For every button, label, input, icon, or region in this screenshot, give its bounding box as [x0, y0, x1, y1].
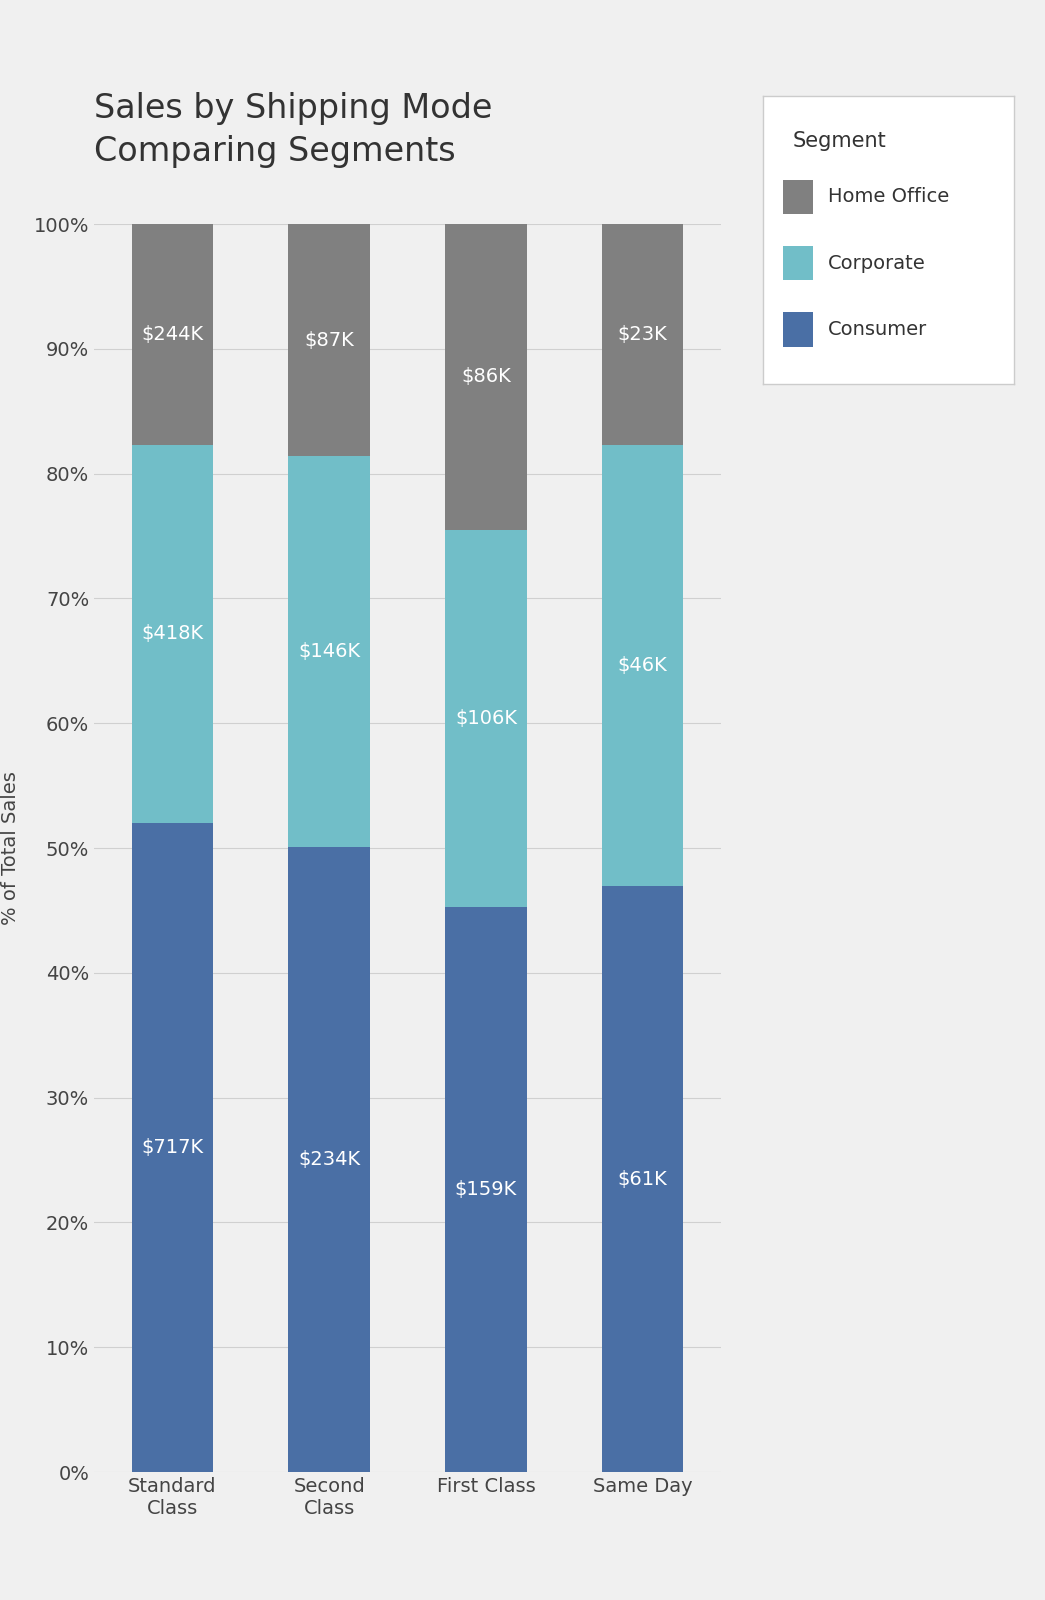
Y-axis label: % of Total Sales: % of Total Sales — [1, 771, 20, 925]
Bar — [288, 456, 370, 846]
Text: $46K: $46K — [618, 656, 668, 675]
Text: $87K: $87K — [304, 331, 354, 350]
FancyBboxPatch shape — [783, 312, 813, 347]
Text: Consumer: Consumer — [828, 320, 927, 339]
Bar — [445, 530, 527, 907]
Bar — [445, 907, 527, 1472]
Bar — [288, 224, 370, 456]
Bar — [445, 224, 527, 530]
Text: Corporate: Corporate — [828, 253, 926, 272]
Bar — [132, 445, 213, 822]
Text: $86K: $86K — [461, 368, 511, 386]
Bar — [602, 224, 683, 445]
Text: $23K: $23K — [618, 325, 668, 344]
Bar — [132, 224, 213, 445]
Text: $418K: $418K — [141, 624, 204, 643]
Text: Segment: Segment — [793, 131, 887, 150]
Bar — [602, 445, 683, 886]
Bar — [132, 822, 213, 1472]
Text: $159K: $159K — [455, 1179, 517, 1198]
Text: $146K: $146K — [298, 642, 361, 661]
Text: $717K: $717K — [141, 1138, 204, 1157]
Text: Home Office: Home Office — [828, 187, 949, 206]
FancyBboxPatch shape — [783, 246, 813, 280]
Bar — [288, 846, 370, 1472]
FancyBboxPatch shape — [783, 179, 813, 214]
Text: Sales by Shipping Mode
Comparing Segments: Sales by Shipping Mode Comparing Segment… — [94, 91, 492, 168]
Text: $61K: $61K — [618, 1170, 668, 1189]
Text: $244K: $244K — [141, 325, 204, 344]
Bar — [602, 886, 683, 1472]
Text: $106K: $106K — [455, 709, 517, 728]
Text: $234K: $234K — [298, 1150, 361, 1170]
